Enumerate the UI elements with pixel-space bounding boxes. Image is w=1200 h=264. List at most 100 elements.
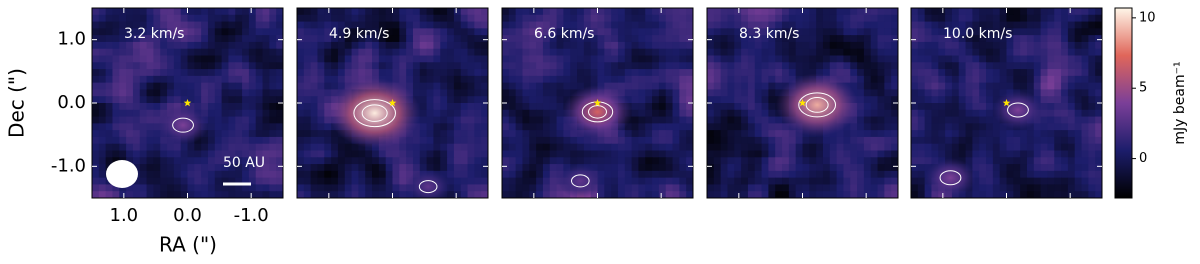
noise-pixel	[673, 123, 680, 130]
noise-pixel	[632, 151, 639, 158]
noise-pixel	[461, 184, 468, 191]
noise-pixel	[1054, 22, 1061, 29]
noise-pixel	[263, 110, 270, 117]
noise-pixel	[269, 171, 276, 178]
noise-pixel	[160, 157, 167, 164]
noise-pixel	[406, 49, 413, 56]
noise-pixel	[891, 89, 898, 96]
noise-pixel	[1013, 35, 1020, 42]
noise-pixel	[871, 15, 878, 22]
emission	[329, 78, 421, 148]
noise-pixel	[468, 110, 475, 117]
noise-pixel	[679, 96, 686, 103]
noise-pixel	[235, 96, 242, 103]
noise-pixel	[952, 83, 959, 90]
noise-pixel	[686, 103, 693, 110]
noise-pixel	[468, 89, 475, 96]
noise-pixel	[938, 96, 945, 103]
noise-pixel	[522, 184, 529, 191]
noise-pixel	[112, 76, 119, 83]
noise-pixel	[338, 144, 345, 151]
noise-pixel	[1075, 89, 1082, 96]
noise-pixel	[413, 164, 420, 171]
noise-pixel	[1054, 130, 1061, 137]
noise-pixel	[406, 157, 413, 164]
noise-pixel	[911, 144, 918, 151]
noise-pixel	[707, 15, 714, 22]
noise-pixel	[652, 184, 659, 191]
noise-pixel	[952, 49, 959, 56]
noise-pixel	[645, 110, 652, 117]
noise-pixel	[550, 123, 557, 130]
noise-pixel	[167, 164, 174, 171]
noise-pixel	[1020, 130, 1027, 137]
noise-pixel	[584, 15, 591, 22]
noise-pixel	[338, 191, 345, 198]
noise-pixel	[509, 110, 516, 117]
noise-pixel	[461, 56, 468, 63]
noise-pixel	[707, 164, 714, 171]
noise-pixel	[707, 69, 714, 76]
noise-pixel	[256, 15, 263, 22]
noise-pixel	[871, 117, 878, 124]
noise-pixel	[413, 69, 420, 76]
noise-pixel	[1061, 178, 1068, 185]
noise-pixel	[509, 123, 516, 130]
noise-pixel	[297, 164, 304, 171]
noise-pixel	[215, 89, 222, 96]
noise-pixel	[911, 96, 918, 103]
noise-pixel	[707, 35, 714, 42]
noise-pixel	[393, 191, 400, 198]
noise-pixel	[1061, 35, 1068, 42]
noise-pixel	[666, 22, 673, 29]
noise-pixel	[440, 123, 447, 130]
noise-pixel	[686, 35, 693, 42]
noise-pixel	[857, 137, 864, 144]
noise-pixel	[925, 130, 932, 137]
noise-pixel	[461, 35, 468, 42]
noise-pixel	[878, 117, 885, 124]
noise-pixel	[938, 130, 945, 137]
noise-pixel	[952, 15, 959, 22]
noise-pixel	[741, 151, 748, 158]
noise-pixel	[557, 49, 564, 56]
noise-pixel	[208, 56, 215, 63]
noise-pixel	[454, 8, 461, 15]
noise-pixel	[550, 103, 557, 110]
noise-pixel	[884, 171, 891, 178]
noise-pixel	[843, 130, 850, 137]
noise-pixel	[871, 144, 878, 151]
noise-pixel	[119, 89, 126, 96]
noise-pixel	[748, 62, 755, 69]
noise-pixel	[591, 76, 598, 83]
noise-pixel	[584, 157, 591, 164]
noise-pixel	[1041, 15, 1048, 22]
noise-pixel	[938, 49, 945, 56]
noise-pixel	[611, 151, 618, 158]
noise-pixel	[679, 110, 686, 117]
noise-pixel	[317, 117, 324, 124]
noise-pixel	[317, 8, 324, 15]
noise-pixel	[365, 157, 372, 164]
noise-pixel	[447, 123, 454, 130]
noise-pixel	[768, 89, 775, 96]
noise-pixel	[721, 164, 728, 171]
noise-pixel	[1082, 123, 1089, 130]
noise-pixel	[986, 151, 993, 158]
noise-pixel	[577, 56, 584, 63]
noise-pixel	[979, 89, 986, 96]
noise-pixel	[311, 22, 318, 29]
noise-pixel	[830, 157, 837, 164]
noise-pixel	[249, 42, 256, 49]
noise-pixel	[1047, 130, 1054, 137]
noise-pixel	[843, 62, 850, 69]
noise-pixel	[304, 144, 311, 151]
noise-pixel	[543, 157, 550, 164]
noise-pixel	[413, 8, 420, 15]
noise-pixel	[167, 89, 174, 96]
noise-pixel	[522, 123, 529, 130]
noise-pixel	[843, 35, 850, 42]
noise-pixel	[174, 96, 181, 103]
noise-pixel	[707, 62, 714, 69]
noise-pixel	[269, 123, 276, 130]
